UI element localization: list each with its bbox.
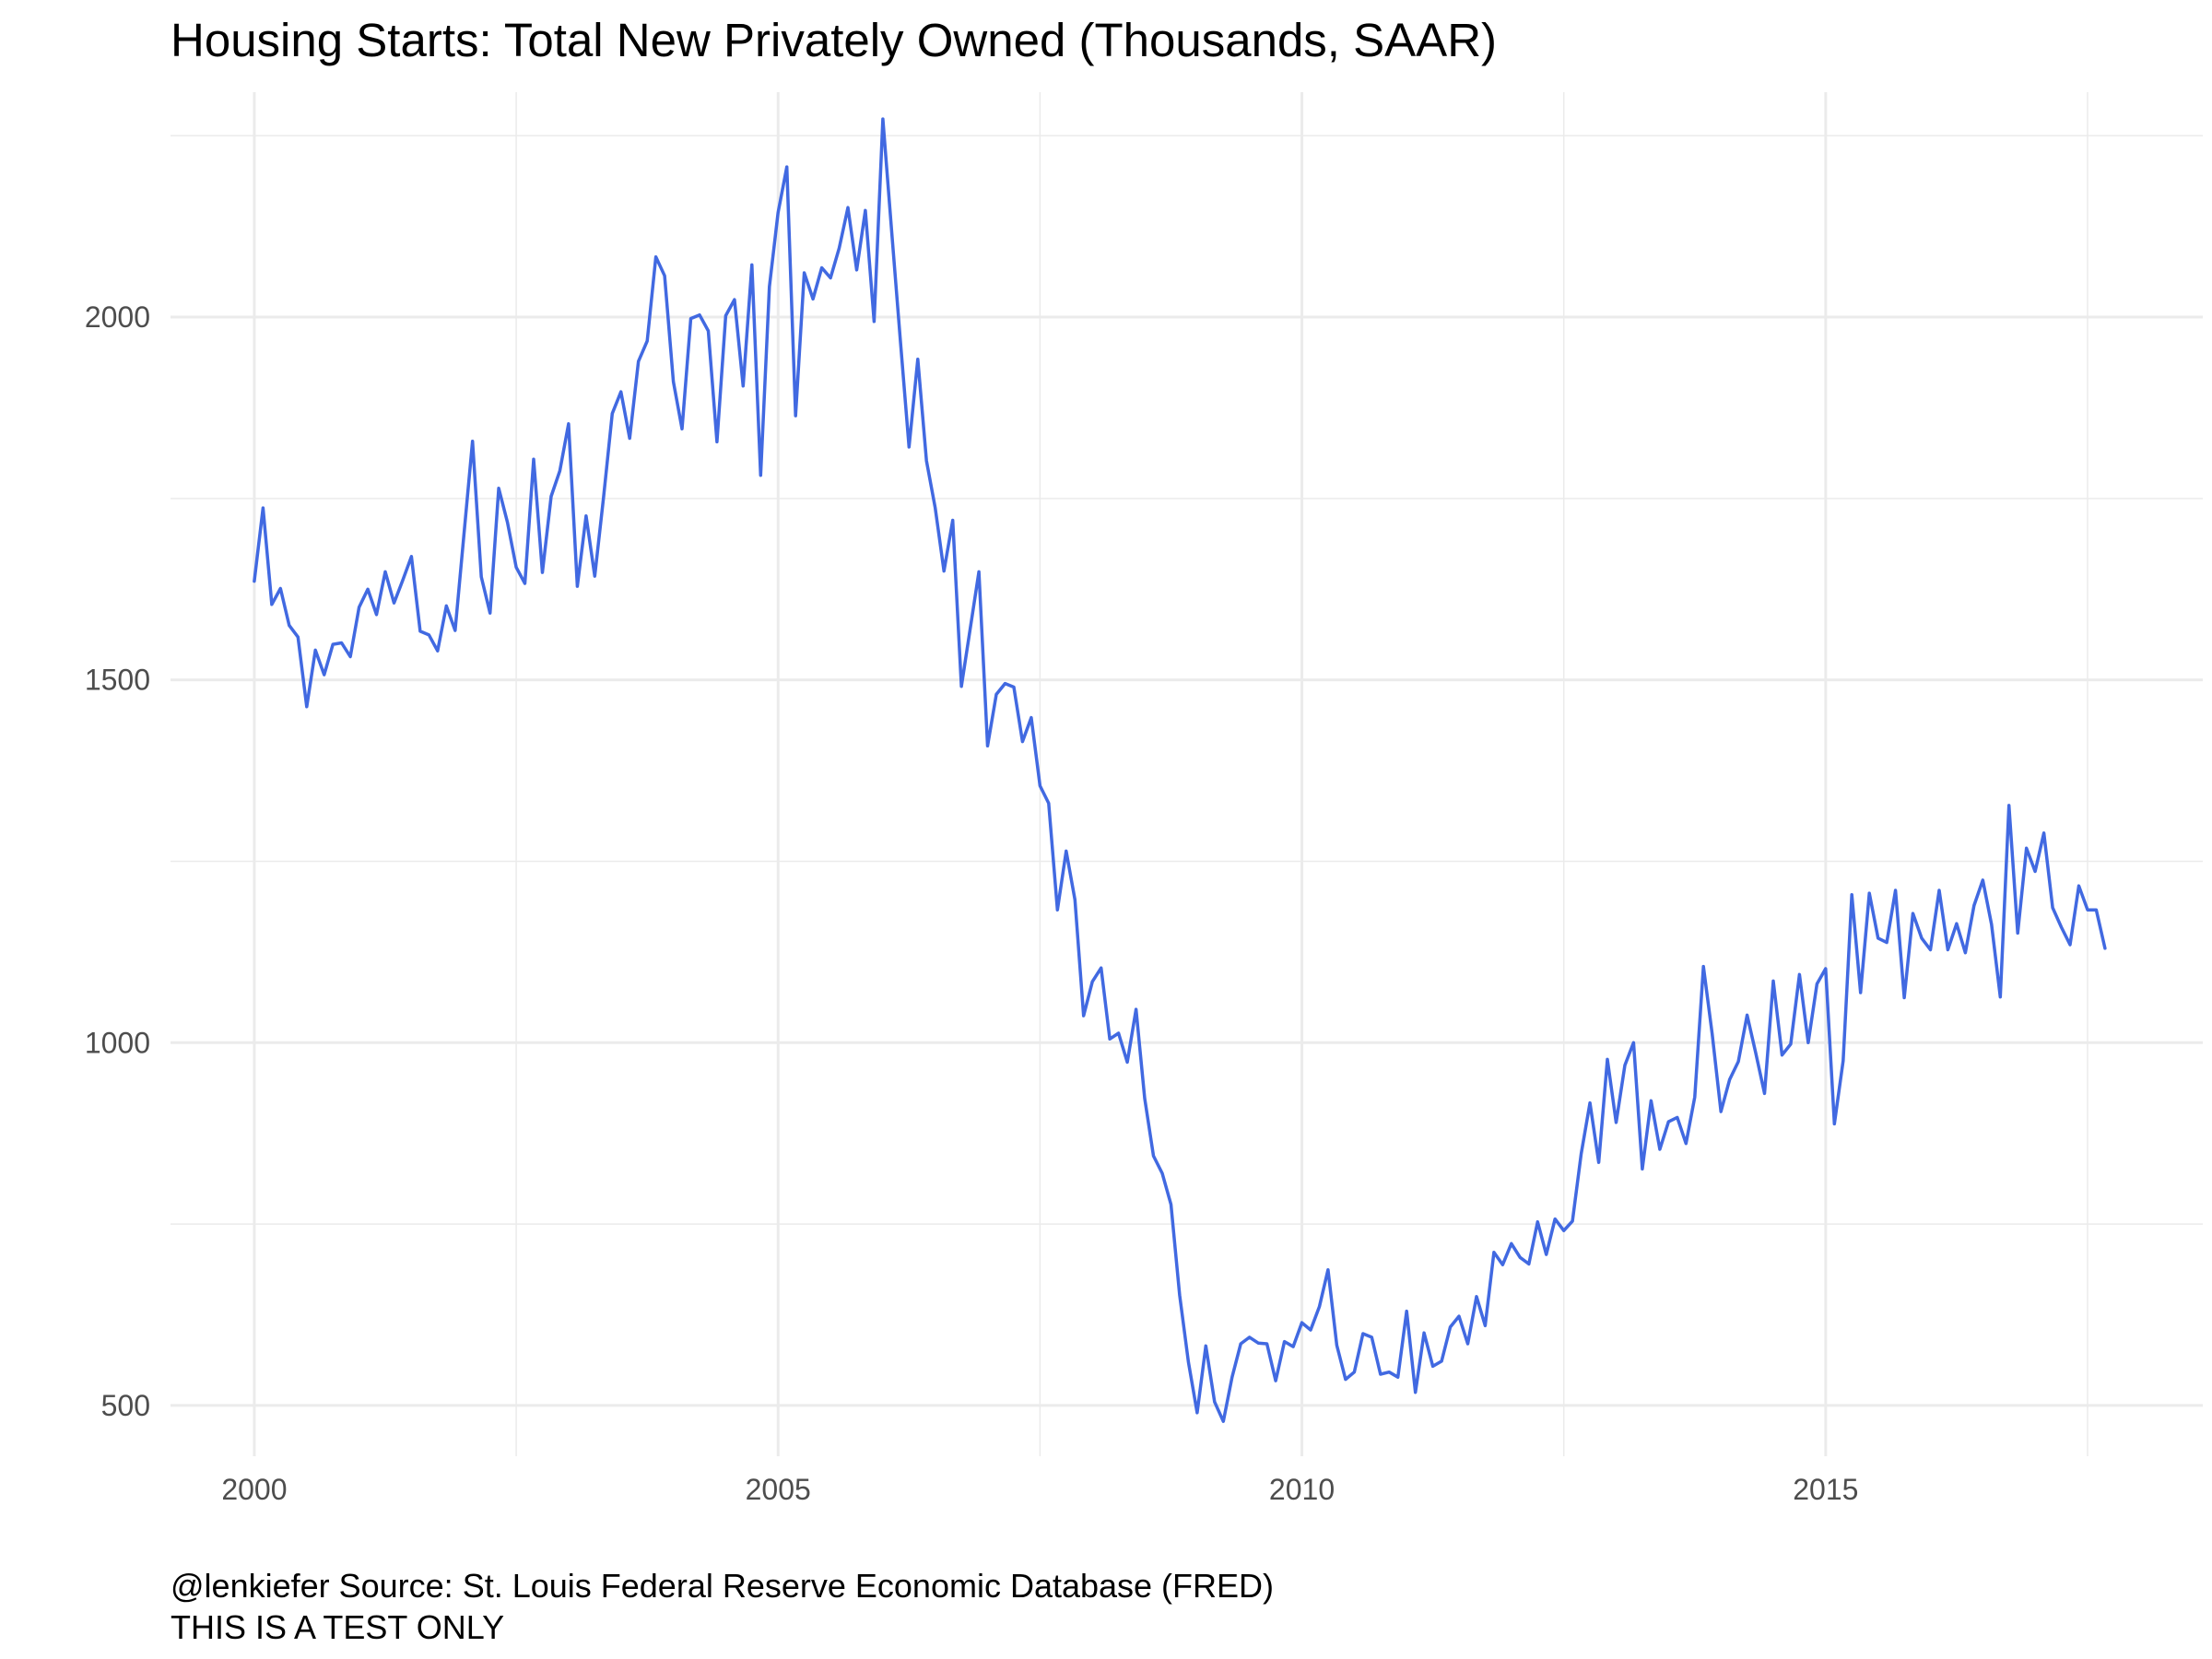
y-tick-label: 1000 (85, 1026, 150, 1059)
chart-title: Housing Starts: Total New Privately Owne… (171, 14, 1498, 66)
caption-source: @lenkiefer Source: St. Louis Federal Res… (171, 1567, 1275, 1605)
series-layer (253, 117, 2107, 1423)
y-tick-label: 2000 (85, 300, 150, 334)
x-axis-tick-labels: 2000 2005 2010 2015 (221, 1473, 1858, 1506)
x-tick-label: 2015 (1793, 1473, 1858, 1506)
x-tick-label: 2010 (1269, 1473, 1335, 1506)
caption-disclaimer: THIS IS A TEST ONLY (171, 1608, 505, 1646)
x-tick-label: 2000 (221, 1473, 287, 1506)
minor-gridlines (171, 92, 2203, 1456)
y-axis-tick-labels: 500 1000 1500 2000 (85, 300, 150, 1422)
series-line-housing-starts (253, 117, 2107, 1423)
x-tick-label: 2005 (746, 1473, 811, 1506)
major-gridlines (171, 92, 2203, 1456)
y-tick-label: 1500 (85, 664, 150, 697)
y-tick-label: 500 (101, 1389, 150, 1422)
